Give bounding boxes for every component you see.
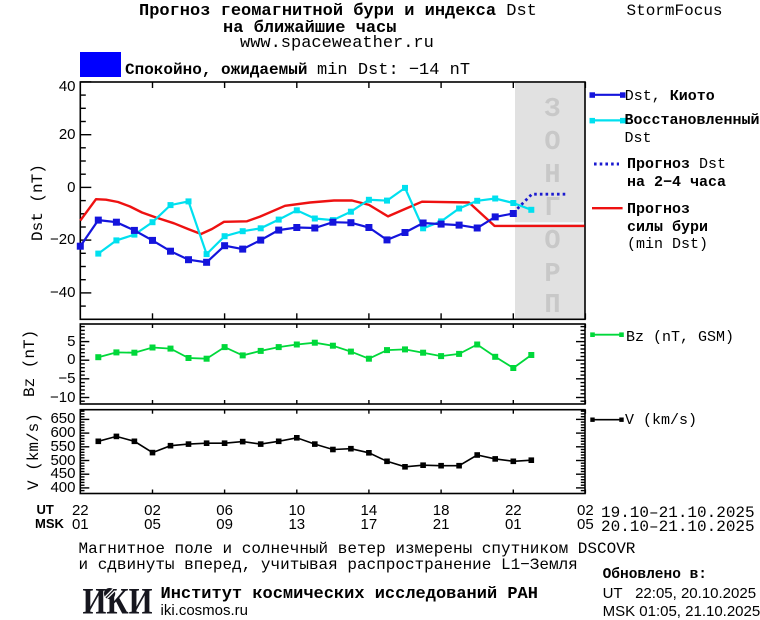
svg-text:ИКИ: ИКИ bbox=[83, 583, 153, 617]
svg-text:О: О bbox=[544, 128, 560, 158]
svg-text:Н: Н bbox=[544, 161, 560, 191]
svg-text:Р: Р bbox=[544, 260, 560, 290]
svg-text:О: О bbox=[544, 227, 560, 257]
svg-text:П: П bbox=[544, 291, 560, 321]
svg-text:Г: Г bbox=[544, 194, 560, 224]
svg-text:З: З bbox=[544, 95, 560, 125]
